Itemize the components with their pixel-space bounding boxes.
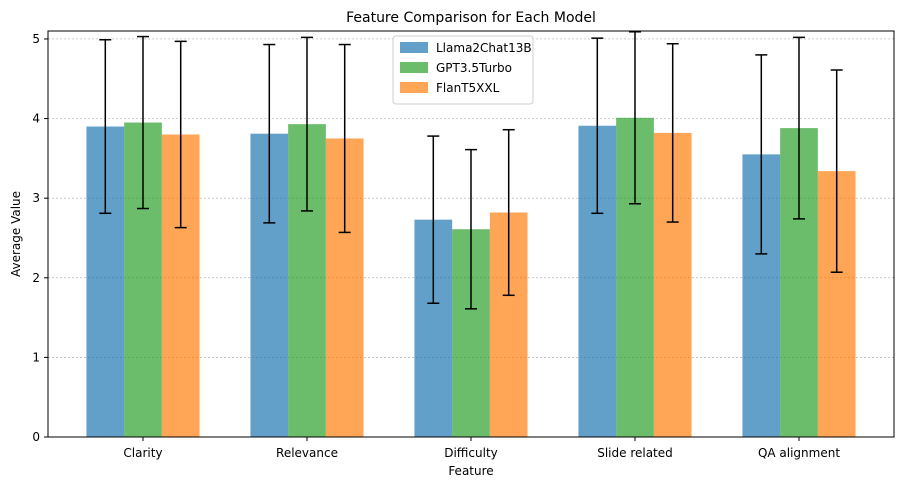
x-tick-label: QA alignment (758, 446, 840, 460)
legend-label: GPT3.5Turbo (436, 61, 512, 75)
y-tick-label: 1 (32, 350, 40, 364)
legend-swatch (400, 62, 428, 73)
y-tick-label: 0 (32, 430, 40, 444)
y-tick-label: 2 (32, 271, 40, 285)
y-axis: 0 1 2 3 4 5 (32, 32, 48, 444)
x-tick-label: Clarity (123, 446, 162, 460)
legend: Llama2Chat13B GPT3.5Turbo FlanT5XXL (392, 35, 534, 105)
x-axis: Clarity Relevance Difficulty Slide related Q… (123, 437, 840, 460)
legend-swatch (400, 42, 428, 53)
x-tick-label: Slide related (597, 446, 673, 460)
x-tick-label: Relevance (276, 446, 338, 460)
legend-swatch (400, 82, 428, 93)
legend-label: FlanT5XXL (436, 81, 500, 95)
y-tick-label: 4 (32, 112, 40, 126)
y-tick-label: 3 (32, 191, 40, 205)
y-axis-label: Average Value (9, 191, 23, 277)
y-tick-label: 5 (32, 32, 40, 46)
error-bars (99, 31, 843, 310)
chart-title: Feature Comparison for Each Model (346, 10, 596, 26)
legend-label: Llama2Chat13B (436, 41, 532, 55)
x-tick-label: Difficulty (444, 446, 498, 460)
x-axis-label: Feature (448, 464, 493, 478)
